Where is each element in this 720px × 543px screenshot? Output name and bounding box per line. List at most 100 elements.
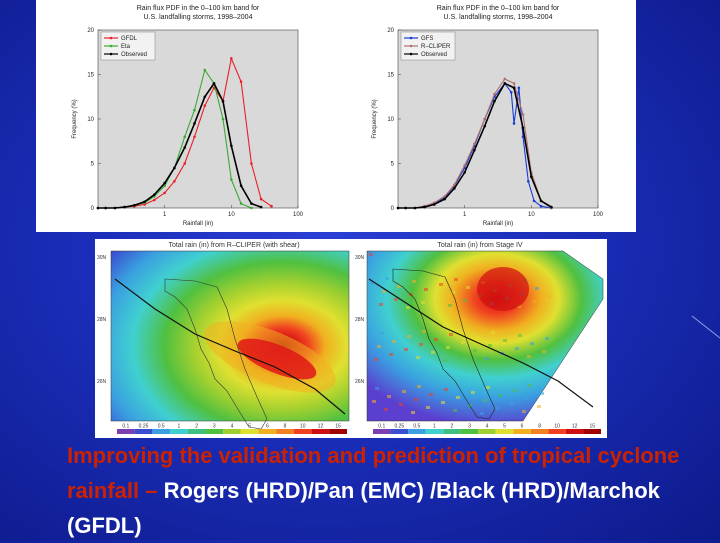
data-point [432, 203, 436, 206]
rain-speckle [456, 396, 460, 399]
data-point [203, 95, 207, 99]
rain-speckle [495, 407, 499, 410]
rain-speckle [439, 283, 443, 286]
rain-speckle [466, 286, 470, 289]
rain-speckle [486, 386, 490, 389]
colorbar-label: 0.1 [122, 424, 129, 430]
x-tick-label: 100 [593, 212, 604, 218]
colorbar-swatch [276, 429, 294, 434]
rain-speckle [377, 345, 381, 348]
y-tick-label: 20 [87, 28, 94, 34]
colorbar-swatch [408, 429, 426, 434]
rain-pdf-chart-models-gfs-rcliper: Rain flux PDF in the 0–100 km band for U.… [372, 5, 604, 227]
y-tick-label: 15 [87, 73, 94, 79]
rain-speckle [412, 280, 416, 283]
data-point [532, 199, 536, 203]
rain-speckle [402, 390, 406, 393]
rain-speckle [527, 355, 531, 358]
data-point [163, 181, 166, 185]
caption-title: Improving the validation and prediction … [67, 443, 680, 503]
colorbar-label: 10 [300, 424, 306, 430]
rain-speckle [431, 351, 435, 354]
rain-speckle [419, 343, 423, 346]
rain-speckle [547, 295, 551, 298]
colorbar-swatch [425, 429, 444, 434]
rain-speckle [542, 350, 546, 353]
data-point [423, 205, 426, 209]
rain-speckle [434, 338, 438, 341]
colorbar-label: 2 [451, 424, 454, 430]
rain-speckle [480, 412, 484, 415]
colorbar-swatch [117, 429, 135, 434]
colorbar-label: 0.25 [394, 424, 404, 430]
x-tick-label: 1 [463, 212, 467, 218]
colorbar-swatch [548, 429, 566, 434]
colorbar-swatch [373, 429, 391, 434]
colorbar-label: 3 [213, 424, 216, 430]
rain-speckle [454, 278, 458, 281]
data-point [203, 68, 207, 72]
chart-title-line1: Rain flux PDF in the 0–100 km band for [137, 5, 260, 12]
data-point [517, 86, 521, 90]
colorbar-label: 0.5 [413, 424, 420, 430]
legend-label: R–CLIPER [421, 44, 451, 50]
legend-marker [409, 44, 413, 48]
data-point [463, 163, 466, 167]
rain-speckle [517, 305, 521, 308]
colorbar-label: 8 [538, 424, 541, 430]
data-point [493, 92, 496, 96]
rain-speckle [476, 336, 480, 339]
data-point [473, 148, 476, 152]
data-point [230, 144, 233, 147]
rain-maps-figure: Total rain (in) from R–CLIPER (with shea… [95, 239, 607, 438]
rain-speckle [394, 298, 398, 301]
y-tick-label: 5 [391, 162, 395, 168]
legend-label: Eta [121, 44, 131, 50]
data-point [221, 99, 225, 103]
data-point [153, 198, 156, 202]
x-axis-label: Rainfall (in) [183, 221, 213, 227]
x-axis-label: Rainfall (in) [483, 221, 513, 227]
colorbar-label: 12 [572, 424, 578, 430]
colorbar-swatch [240, 429, 259, 434]
data-point [270, 204, 273, 208]
rain-speckle [448, 304, 452, 307]
data-point [143, 203, 146, 206]
colorbar-label: 0.1 [378, 424, 385, 430]
stage-iv-rainfall-map: Total rain (in) from Stage IV 30N 28N 26N 0.… [353, 239, 607, 438]
rain-speckle [372, 400, 376, 403]
data-point [404, 206, 407, 210]
data-point [509, 91, 513, 94]
data-point [221, 117, 225, 121]
rain-speckle [463, 299, 467, 302]
rain-speckle [513, 389, 517, 392]
data-point [163, 184, 166, 188]
y-tick-label: 0 [91, 206, 95, 212]
coastline [392, 268, 496, 420]
data-point [183, 135, 187, 139]
colorbar-swatch [530, 429, 549, 434]
colorbar-label: 5 [248, 424, 251, 430]
rain-speckle [374, 358, 378, 361]
rain-speckle [545, 337, 549, 340]
rain-speckle [441, 401, 445, 404]
rain-speckle [387, 395, 391, 398]
colorbar-swatch [513, 429, 531, 434]
colorbar-swatch [187, 429, 206, 434]
data-point [173, 180, 176, 183]
rain-speckle [407, 335, 411, 338]
rain-speckle [380, 332, 384, 335]
data-point [113, 206, 117, 210]
rain-speckle [525, 397, 529, 400]
data-point [453, 187, 456, 190]
legend-marker [109, 36, 113, 40]
chart-title-line2: U.S. landfalling storms, 1998–2004 [144, 14, 253, 21]
colorbar-swatch [565, 429, 584, 434]
legend-marker [409, 36, 413, 40]
y-tick-label: 10 [387, 117, 394, 123]
colorbar-swatch [478, 429, 496, 434]
data-point [203, 104, 207, 107]
data-point [193, 108, 196, 112]
y-axis-label: Frequency (%) [72, 99, 78, 138]
rain-speckle [426, 406, 430, 409]
